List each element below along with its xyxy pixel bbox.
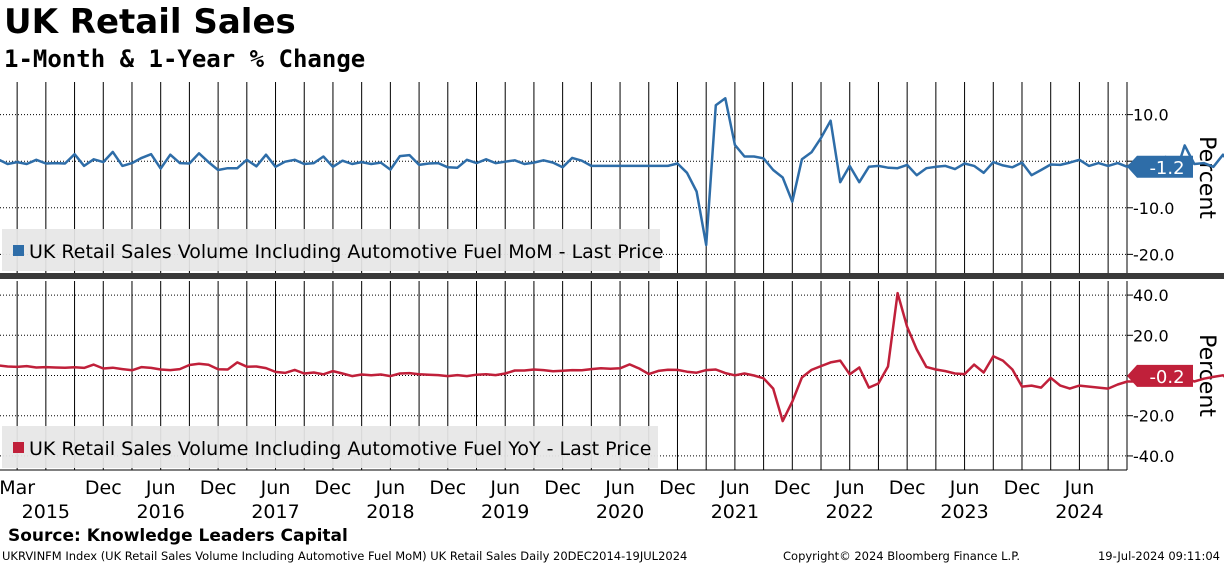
x-tick-label: Jun bbox=[604, 477, 635, 499]
source-note: Source: Knowledge Leaders Capital bbox=[8, 526, 348, 546]
last-value-tag bbox=[1127, 155, 1193, 178]
x-tick-label: Dec bbox=[1004, 477, 1041, 499]
x-tick-label: Jun bbox=[719, 477, 750, 499]
legend-label: UK Retail Sales Volume Including Automot… bbox=[29, 241, 664, 263]
x-tick-label: Jun bbox=[949, 477, 980, 499]
x-year-label: 2017 bbox=[251, 501, 299, 523]
x-tick-label: Dec bbox=[315, 477, 352, 499]
last-value-label: -0.2 bbox=[1149, 367, 1184, 388]
x-tick-label: Jun bbox=[489, 477, 520, 499]
x-tick-label: Dec bbox=[429, 477, 466, 499]
x-year-label: 2016 bbox=[137, 501, 185, 523]
x-axis-labels: Mar Dec Jun Dec Jun Dec Jun Dec Jun Dec Jun Dec Jun D… bbox=[0, 477, 1104, 523]
series-line-yoy bbox=[0, 291, 1224, 423]
y-axis-title: Percent bbox=[1194, 136, 1219, 219]
x-tick-label: Dec bbox=[85, 477, 122, 499]
x-tick-label: Jun bbox=[375, 477, 406, 499]
y-tick-label: -20.0 bbox=[1133, 407, 1174, 426]
y-tick-label: -40.0 bbox=[1133, 447, 1174, 466]
timestamp: 19-Jul-2024 09:11:04 bbox=[1097, 549, 1220, 563]
y-tick-label: 40.0 bbox=[1133, 286, 1169, 305]
legend-swatch bbox=[13, 245, 24, 256]
y-tick-label: 20.0 bbox=[1133, 326, 1169, 345]
x-year-label: 2018 bbox=[366, 501, 414, 523]
page-title: UK Retail Sales bbox=[4, 2, 296, 42]
x-tick-label: Dec bbox=[659, 477, 696, 499]
x-tick-label: Dec bbox=[774, 477, 811, 499]
legend-label: UK Retail Sales Volume Including Automot… bbox=[29, 438, 651, 460]
x-tick-label: Dec bbox=[889, 477, 926, 499]
y-tick-label: 10.0 bbox=[1133, 106, 1169, 125]
x-year-label: 2020 bbox=[596, 501, 644, 523]
x-year-label: 2019 bbox=[481, 501, 529, 523]
page-subtitle: 1-Month & 1-Year % Change bbox=[4, 45, 366, 73]
x-year-label: 2015 bbox=[22, 501, 70, 523]
x-tick-label: Jun bbox=[834, 477, 865, 499]
x-tick-label: Mar bbox=[0, 477, 35, 499]
x-tick-label: Jun bbox=[145, 477, 176, 499]
x-tick-label: Jun bbox=[1064, 477, 1095, 499]
x-tick-label: Jun bbox=[260, 477, 291, 499]
legend-box bbox=[2, 426, 658, 468]
panel-separator bbox=[0, 273, 1224, 279]
copyright-note: Copyright© 2024 Bloomberg Finance L.P. bbox=[783, 549, 1020, 563]
last-value-label: -1.2 bbox=[1149, 158, 1184, 179]
x-year-label: 2023 bbox=[940, 501, 988, 523]
series-line-mom bbox=[0, 97, 1224, 247]
last-value-tag bbox=[1127, 364, 1193, 387]
legend-swatch bbox=[13, 442, 24, 453]
x-year-label: 2022 bbox=[826, 501, 874, 523]
x-tick-label: Dec bbox=[200, 477, 237, 499]
x-tick-label: Dec bbox=[544, 477, 581, 499]
y-tick-label: -20.0 bbox=[1133, 245, 1174, 264]
y-tick-label: -10.0 bbox=[1133, 199, 1174, 218]
index-metadata: UKRVINFM Index (UK Retail Sales Volume I… bbox=[2, 549, 688, 563]
x-year-label: 2021 bbox=[711, 501, 759, 523]
legend-box bbox=[2, 229, 660, 271]
panel-mom: 10.0 -10.0 -20.0 Percent -1.2 UK Retail Sales… bbox=[0, 82, 1224, 273]
x-year-label: 2024 bbox=[1055, 501, 1103, 523]
